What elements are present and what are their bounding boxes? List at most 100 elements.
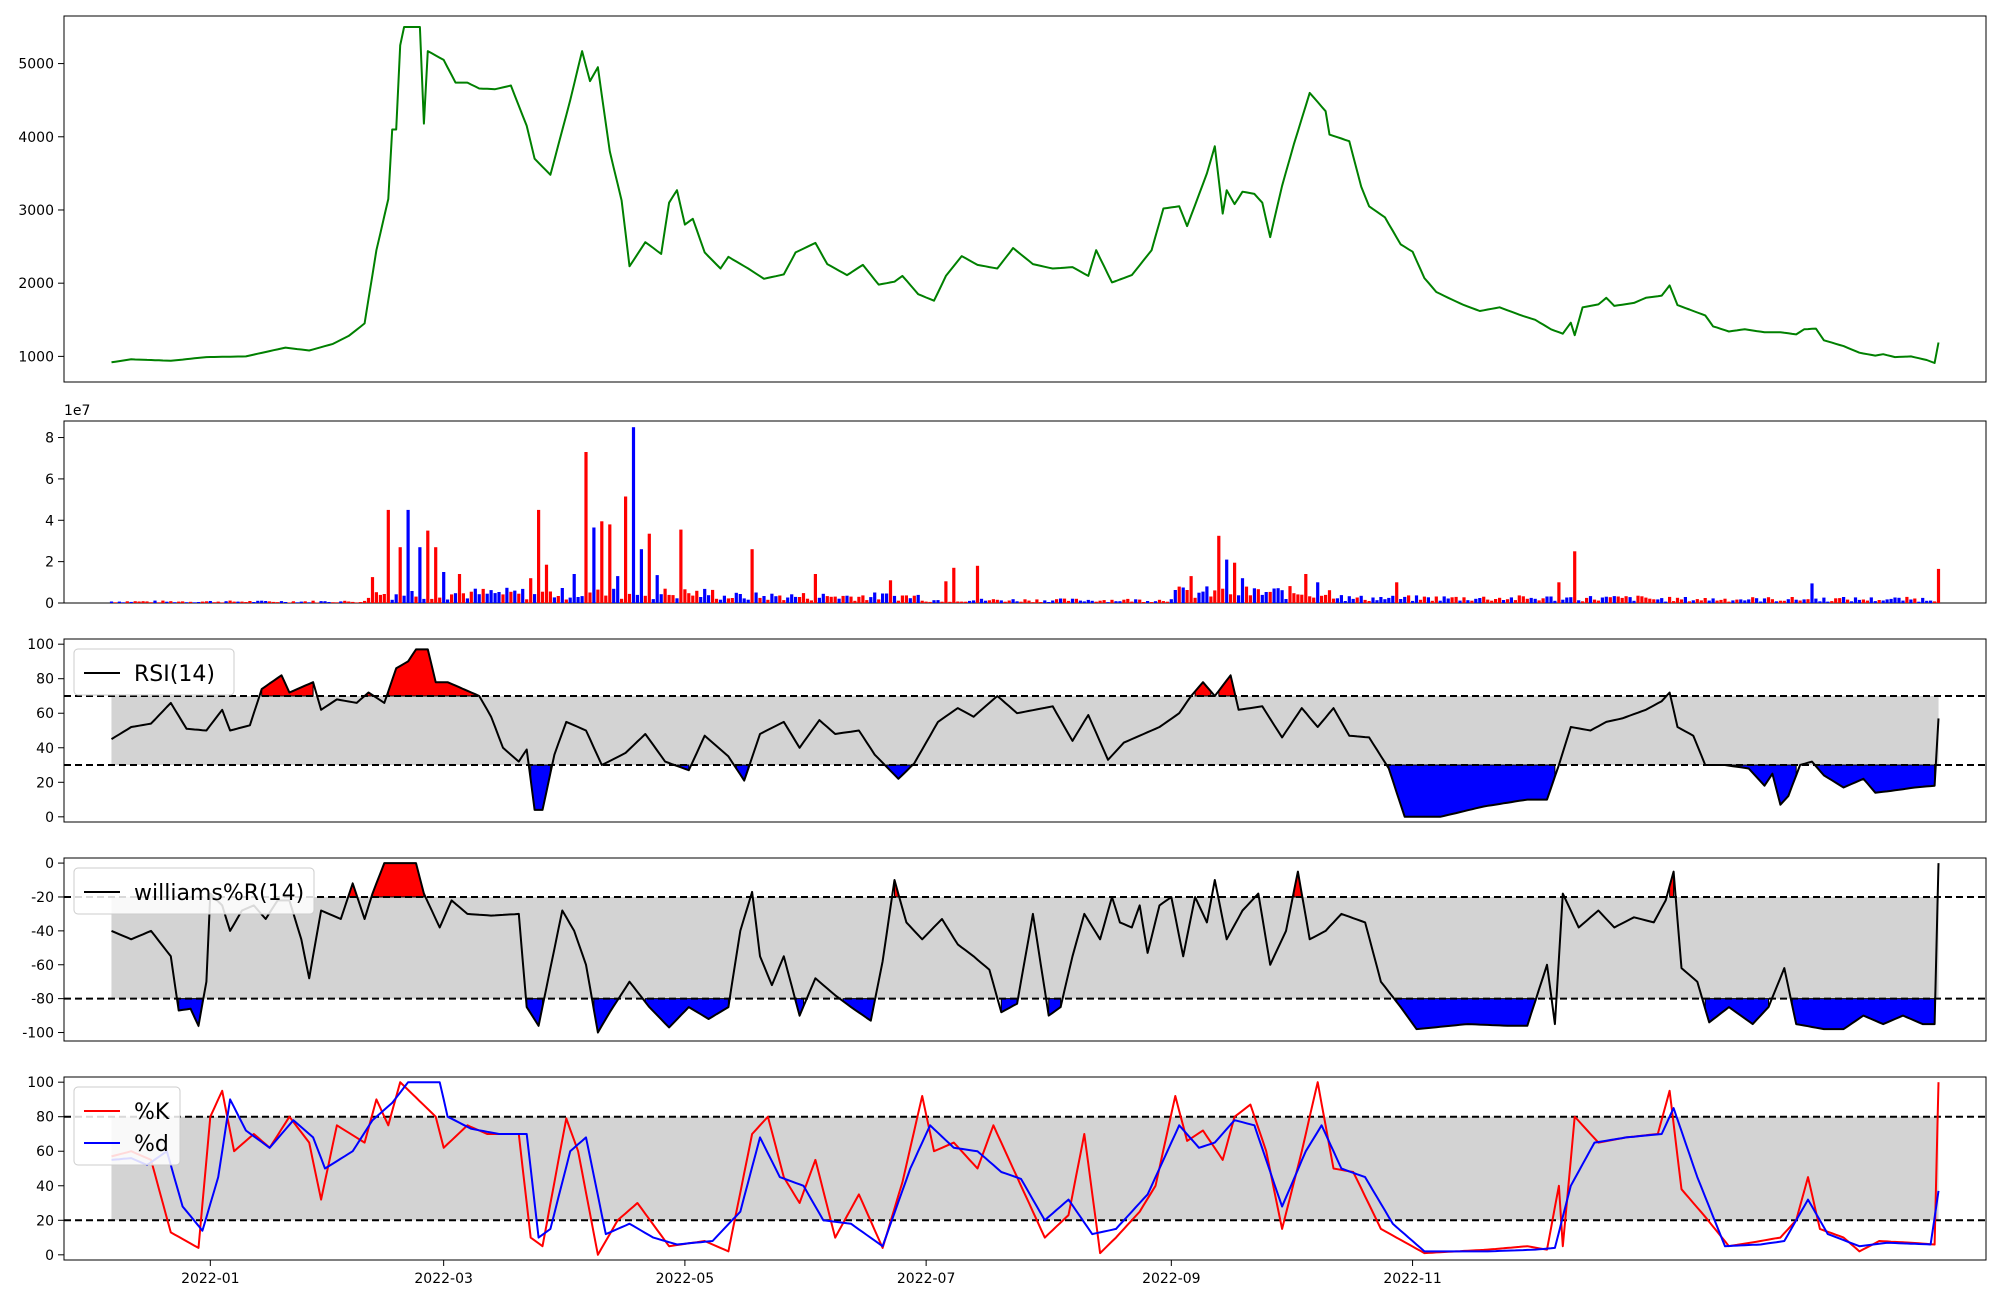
volume-bar: [260, 600, 264, 603]
volume-bar: [343, 600, 347, 603]
volume-bar: [1059, 598, 1063, 603]
volume-bar: [837, 598, 841, 603]
volume-bar: [1201, 591, 1205, 603]
volume-bar: [1280, 590, 1284, 603]
volume-bar: [1486, 599, 1490, 603]
volume-bar: [1434, 596, 1438, 603]
volume-bar: [315, 602, 319, 603]
x-tick-label: 2022-05: [656, 1271, 715, 1287]
volume-bar: [857, 596, 861, 603]
volume-bar: [1161, 601, 1165, 603]
volume-bar: [1770, 599, 1774, 603]
volume-bar: [1430, 600, 1434, 603]
volume-bar: [790, 594, 794, 603]
volume-bar: [153, 600, 157, 603]
volume-bar: [1936, 568, 1941, 603]
volume-bar: [493, 593, 497, 603]
volume-bar: [1893, 597, 1897, 603]
volume-bar: [1407, 595, 1411, 603]
volume-bar: [643, 595, 647, 603]
volume-bar: [540, 591, 545, 603]
volume-bar: [1569, 597, 1573, 603]
volume-bar: [1062, 598, 1067, 603]
volume-bar: [1482, 596, 1486, 603]
volume-bar: [1446, 598, 1450, 603]
volume-bar: [1786, 599, 1790, 603]
volume-bar: [809, 600, 813, 603]
volume-bar: [877, 599, 881, 603]
volume-bar: [359, 602, 363, 603]
volume-bar: [1533, 598, 1537, 603]
volume-bar: [366, 597, 371, 603]
plot-frame: [63, 15, 1987, 383]
volume-bar: [1066, 600, 1071, 603]
date-axis: 2022-01 2022-03 2022-05 2022-07 2022-09 2022-…: [181, 1260, 1442, 1287]
volume-bar: [1047, 602, 1051, 603]
volume-bar: [1501, 600, 1506, 603]
volume-bar: [192, 602, 197, 603]
volume-bar: [220, 602, 224, 603]
y-tick-label: 8: [45, 431, 54, 447]
volume-bar: [1383, 599, 1387, 603]
volume-bar: [1782, 600, 1786, 603]
volume-bar: [1683, 597, 1687, 603]
volume-bar: [1019, 601, 1023, 603]
volume-bar: [1715, 600, 1719, 603]
volume-bar: [1521, 596, 1525, 603]
volume-bar: [1248, 595, 1252, 603]
volume-bar: [1585, 597, 1589, 603]
volume-bar: [1925, 600, 1929, 603]
volume-bar: [1466, 600, 1470, 603]
volume-bar: [758, 597, 762, 603]
volume-bar: [1240, 578, 1245, 603]
offset-label: 1e7: [64, 403, 90, 419]
volume-bar: [679, 529, 683, 603]
volume-chart: 0 2 4 6 8 1e7: [45, 403, 1987, 612]
volume-bar: [208, 601, 212, 603]
d-line: [111, 1081, 1940, 1253]
volume-bar: [1909, 599, 1913, 603]
volume-bar: [651, 599, 655, 603]
plot-frame: [63, 420, 1987, 604]
x-tick-label: 2022-09: [1142, 1271, 1201, 1287]
volume-bar: [1260, 594, 1264, 603]
volume-bar: [1078, 600, 1082, 603]
volume-bar: [620, 598, 624, 603]
volume-bar: [1462, 597, 1466, 603]
volume-bar: [125, 601, 129, 603]
volume-bar: [283, 602, 288, 603]
volume-bar: [1252, 588, 1256, 603]
volume-bar: [1470, 600, 1474, 603]
volume-bar: [133, 601, 137, 603]
volume-bar: [351, 601, 355, 603]
volume-bar: [564, 599, 568, 603]
volume-bar: [754, 592, 758, 603]
volume-bar: [189, 601, 193, 603]
volume-bar: [497, 592, 501, 603]
volume-bar: [145, 601, 149, 603]
volume-bar: [798, 597, 802, 603]
volume-bar: [1743, 600, 1747, 603]
volume-bar: [161, 600, 165, 603]
volume-bar: [339, 601, 343, 603]
volume-bar: [1304, 574, 1308, 603]
legend-box: [73, 1086, 181, 1166]
volume-bar: [1849, 601, 1854, 603]
volume-bar: [1774, 601, 1778, 603]
volume-bar: [109, 601, 114, 603]
volume-bar: [1086, 599, 1090, 603]
volume-bar: [1529, 597, 1533, 603]
volume-bar: [948, 601, 952, 603]
volume-bar: [1830, 601, 1834, 603]
volume-bar: [600, 521, 604, 603]
y-tick-label: 4: [45, 513, 54, 529]
volume-bar: [1011, 599, 1015, 603]
volume-bar: [1695, 599, 1699, 603]
volume-bar: [1917, 601, 1921, 603]
volume-bar: [402, 595, 406, 603]
volume-bar: [1146, 601, 1150, 603]
volume-bar: [1082, 601, 1086, 603]
volume-bar: [1134, 599, 1138, 603]
volume-bar: [418, 547, 422, 603]
volume-bar: [1320, 595, 1324, 603]
